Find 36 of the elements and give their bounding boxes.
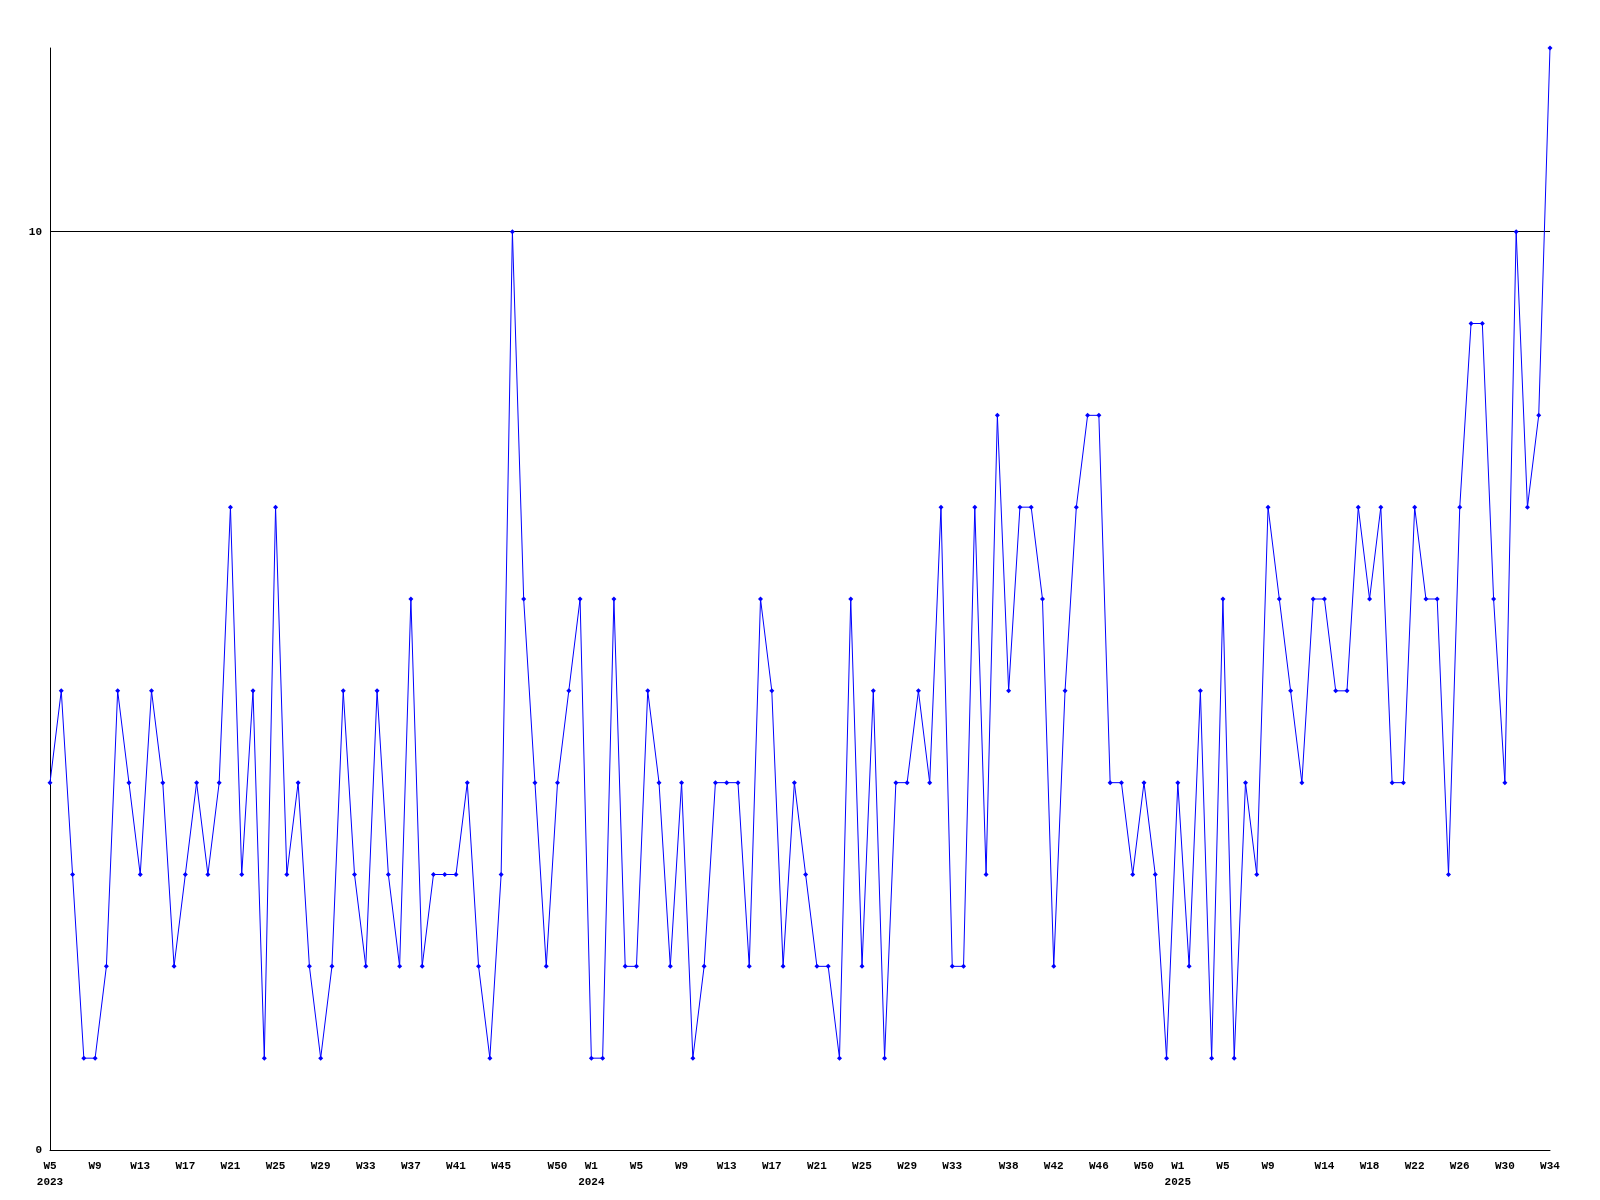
x-tick-label: W42 <box>1043 1160 1064 1172</box>
x-tick-label: W46 <box>1088 1160 1109 1172</box>
x-tick-label: W9 <box>1261 1160 1275 1172</box>
x-tick-label: W17 <box>761 1160 782 1172</box>
x-tick-label: W45 <box>491 1160 512 1172</box>
x-tick-label: W25 <box>852 1160 873 1172</box>
x-tick-label: W13 <box>130 1160 151 1172</box>
x-tick-label: W5 <box>1216 1160 1230 1172</box>
x-tick-label: W21 <box>807 1160 828 1172</box>
x-tick-label: W1 2024 <box>578 1160 605 1188</box>
x-tick-label: W33 <box>355 1160 377 1172</box>
x-tick-label: W29 <box>310 1160 331 1172</box>
x-tick-label: W21 <box>220 1160 241 1172</box>
x-tick-label: W5 <box>629 1160 644 1172</box>
x-tick-label: W41 <box>446 1160 467 1172</box>
x-tick-label: W50 <box>547 1160 568 1172</box>
x-tick-label: W37 <box>401 1160 421 1172</box>
x-tick-label: W25 <box>265 1160 286 1172</box>
x-tick-label: W1 2025 <box>1164 1160 1192 1188</box>
x-tick-label: W22 <box>1404 1160 1425 1172</box>
x-tick-label: W38 <box>998 1160 1019 1172</box>
x-tick-label: W14 <box>1314 1160 1335 1172</box>
x-tick-label: W18 <box>1359 1160 1380 1172</box>
x-tick-label: W30 <box>1494 1160 1515 1172</box>
x-tick-label: W34 <box>1540 1160 1561 1172</box>
x-tick-label: W33 <box>942 1160 963 1172</box>
x-tick-label: W13 <box>716 1160 737 1172</box>
y-tick-label: 10 <box>28 225 42 238</box>
x-tick-label: W17 <box>175 1160 196 1172</box>
x-tick-label: W9 <box>674 1160 689 1172</box>
y-tick-label: 0 <box>35 1144 42 1156</box>
x-tick-label: W5 2023 <box>36 1160 64 1188</box>
x-tick-label: W9 <box>88 1160 102 1172</box>
x-tick-label: W26 <box>1449 1160 1470 1172</box>
x-tick-label: W29 <box>897 1160 918 1172</box>
x-tick-label: W50 <box>1134 1160 1154 1172</box>
